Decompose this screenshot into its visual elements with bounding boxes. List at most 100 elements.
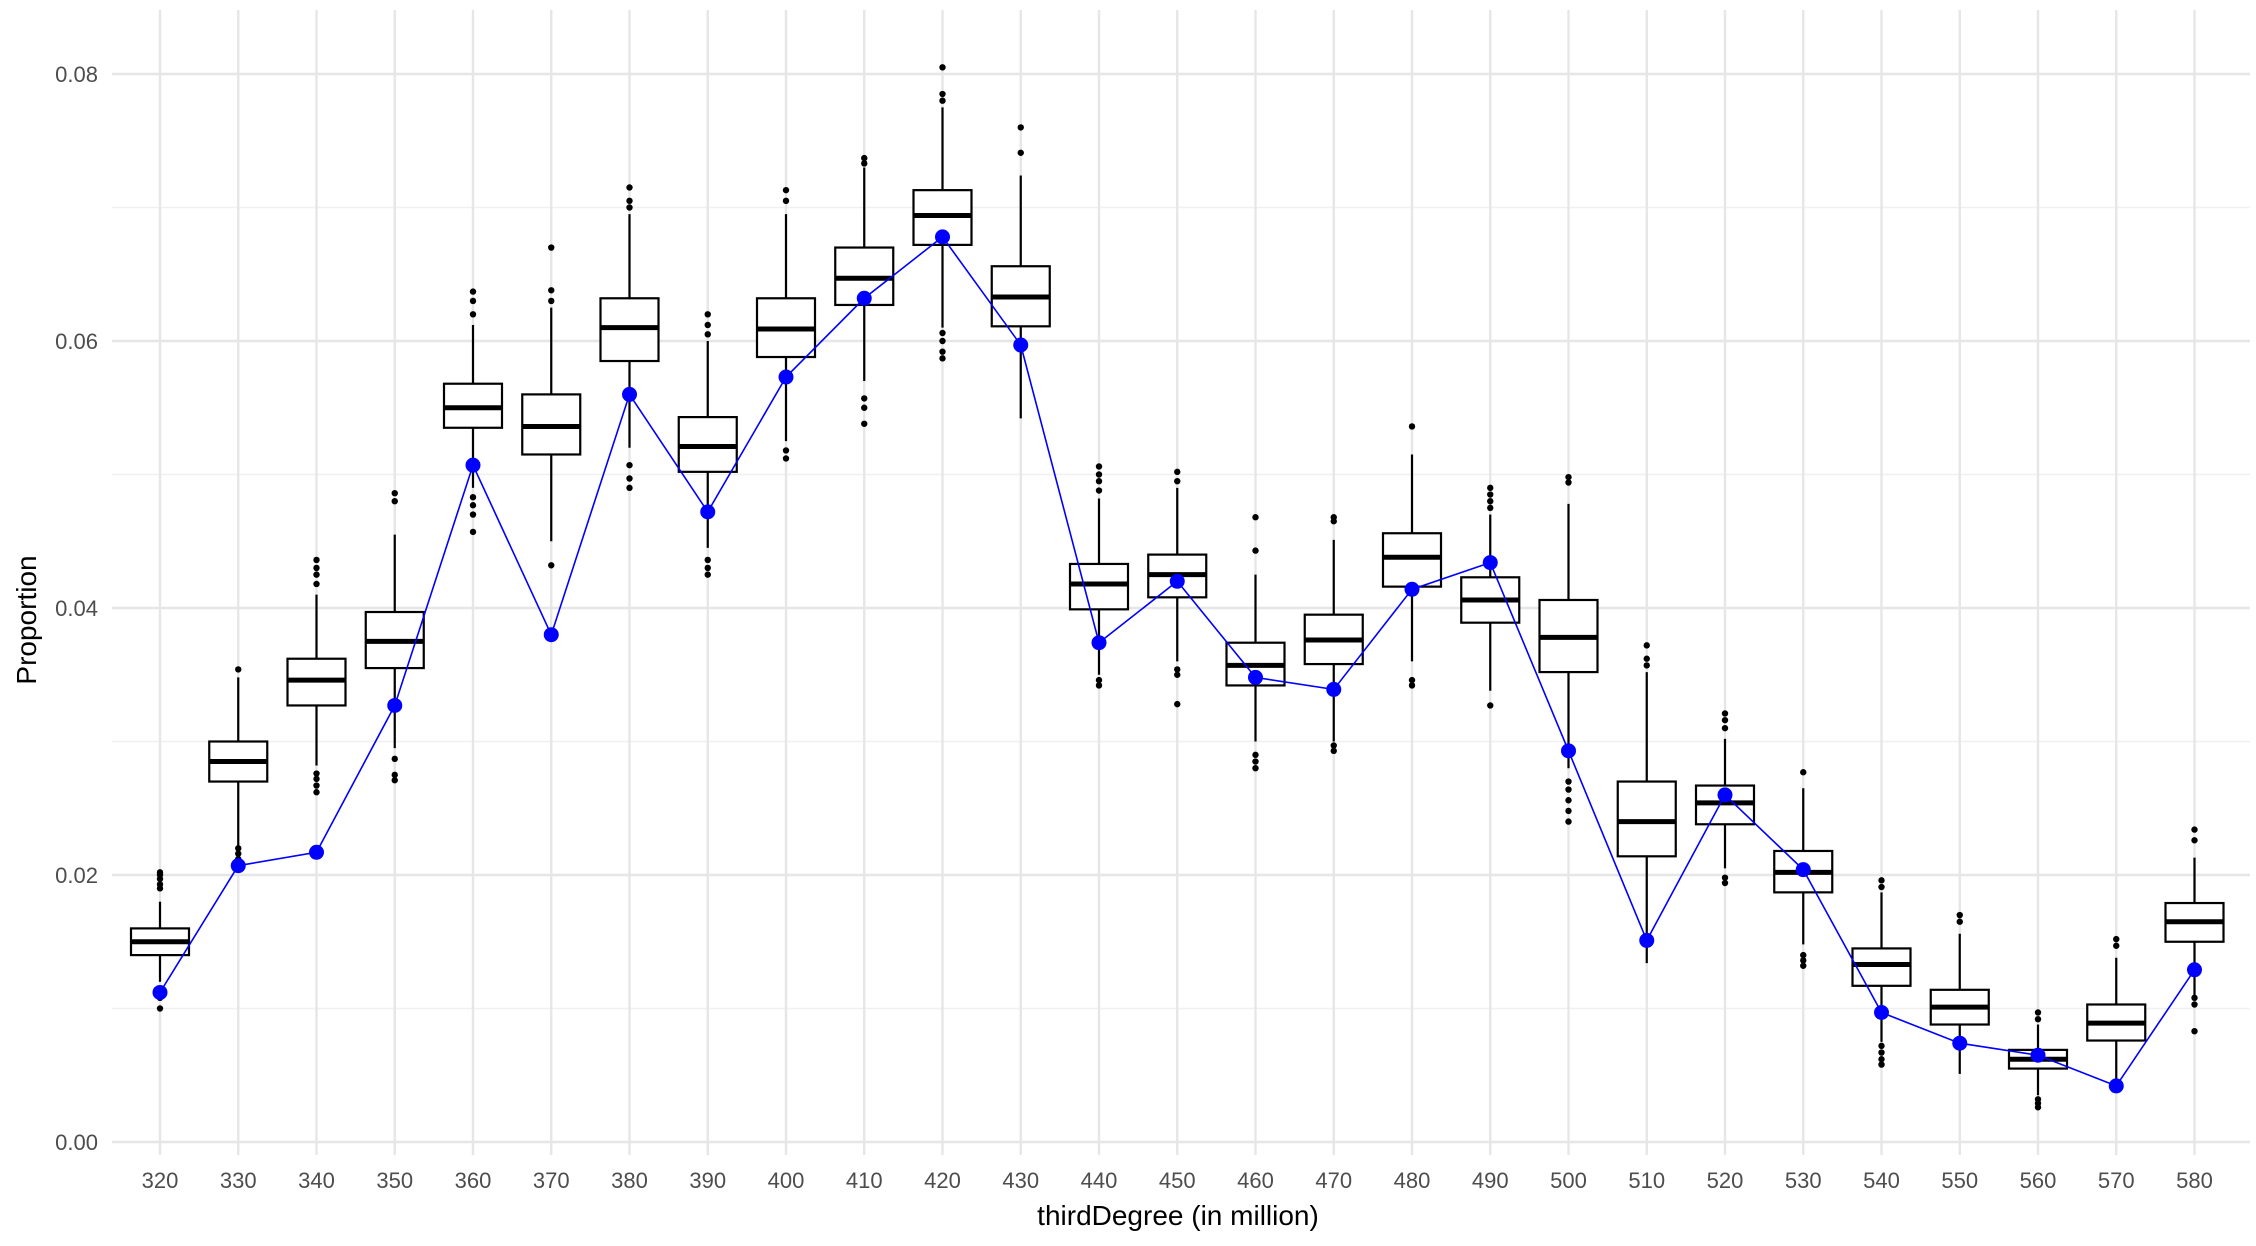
outlier-point <box>1956 911 1963 919</box>
x-tick-label: 370 <box>533 1168 570 1193</box>
outlier-point <box>1017 124 1024 131</box>
outlier-point <box>1017 149 1024 156</box>
box-530 <box>1773 769 1834 969</box>
x-tick-label: 410 <box>846 1168 883 1193</box>
outlier-point <box>704 556 711 564</box>
x-tick-label: 360 <box>455 1168 492 1193</box>
outlier-point <box>1408 682 1416 689</box>
outlier-point <box>1565 786 1572 793</box>
x-tick-label: 460 <box>1237 1168 1274 1193</box>
box-490 <box>1460 484 1521 709</box>
box-330 <box>208 666 269 863</box>
x-tick-label: 450 <box>1159 1168 1196 1193</box>
outlier-point <box>861 154 868 162</box>
outlier-point <box>1878 1061 1885 1068</box>
observed-point-420 <box>935 229 950 245</box>
outlier-point <box>2191 837 2198 844</box>
outlier-point <box>1721 724 1729 732</box>
observed-point-400 <box>778 369 794 385</box>
x-tick-label: 540 <box>1863 1168 1900 1193</box>
outlier-point <box>626 484 633 492</box>
observed-point-560 <box>2030 1047 2046 1063</box>
outlier-point <box>1330 747 1337 755</box>
outlier-point <box>1095 676 1103 684</box>
y-tick-label: 0.06 <box>55 329 98 354</box>
outlier-point <box>469 311 477 318</box>
outlier-point <box>939 90 946 98</box>
outlier-point <box>1565 797 1572 804</box>
outlier-point <box>391 498 398 505</box>
outlier-point <box>1800 951 1807 959</box>
outlier-point <box>1800 957 1807 964</box>
observed-point-510 <box>1639 932 1655 948</box>
outlier-point <box>704 331 711 338</box>
box-540 <box>1851 877 1912 1068</box>
outlier-point <box>1721 879 1729 887</box>
outlier-point <box>2113 942 2120 949</box>
boxplots <box>129 64 2225 1111</box>
outlier-point <box>313 564 320 572</box>
box-450 <box>1147 468 1208 708</box>
box-510 <box>1616 642 1677 964</box>
outlier-point <box>2034 1009 2042 1016</box>
x-tick-label: 440 <box>1081 1168 1118 1193</box>
box-460 <box>1225 514 1286 772</box>
outlier-point <box>782 455 790 462</box>
outlier-point <box>391 771 398 779</box>
outlier-point <box>939 348 946 355</box>
outlier-point <box>939 337 946 345</box>
outlier-point <box>469 528 477 536</box>
outlier-point <box>469 493 477 501</box>
outlier-point <box>626 475 633 482</box>
outlier-point <box>1878 883 1885 891</box>
box-350 <box>364 489 425 784</box>
observed-point-550 <box>1952 1035 1968 1051</box>
outlier-point <box>156 881 164 888</box>
x-tick-label: 550 <box>1941 1168 1978 1193</box>
outlier-point <box>626 184 633 191</box>
x-tick-label: 510 <box>1628 1168 1665 1193</box>
x-tick-label: 350 <box>376 1168 413 1193</box>
outlier-point <box>1721 710 1729 717</box>
outlier-point <box>704 311 711 318</box>
x-tick-label: 320 <box>142 1168 179 1193</box>
outlier-point <box>939 329 946 337</box>
outlier-point <box>1565 473 1572 481</box>
observed-point-540 <box>1874 1005 1889 1021</box>
observed-point-440 <box>1091 635 1107 651</box>
y-tick-label: 0.08 <box>55 62 98 87</box>
outlier-point <box>626 204 633 211</box>
outlier-point <box>861 404 868 411</box>
outlier-point <box>861 395 868 402</box>
outlier-point <box>1487 504 1494 512</box>
box-iqr <box>1381 532 1443 588</box>
x-tick-label: 480 <box>1394 1168 1431 1193</box>
outlier-point <box>704 564 711 572</box>
outlier-point <box>1252 765 1259 772</box>
outlier-point <box>1878 1056 1885 1063</box>
outlier-point <box>391 755 398 763</box>
y-tick-label: 0.00 <box>55 1130 98 1155</box>
x-tick-label: 570 <box>2098 1168 2135 1193</box>
x-tick-label: 520 <box>1707 1168 1744 1193</box>
box-580 <box>2164 826 2225 1035</box>
observed-point-500 <box>1561 743 1576 759</box>
y-axis-title: Proportion <box>11 555 42 684</box>
outlier-point <box>1487 491 1494 498</box>
outlier-point <box>1487 702 1494 709</box>
outlier-point <box>1408 423 1416 430</box>
observed-point-530 <box>1795 862 1811 878</box>
x-tick-label: 340 <box>298 1168 335 1193</box>
box-390 <box>677 311 738 578</box>
observed-point-370 <box>543 627 559 643</box>
box-380 <box>599 184 660 492</box>
outlier-point <box>548 562 555 569</box>
x-axis-title: thirdDegree (in million) <box>1037 1200 1319 1231</box>
outlier-point <box>313 580 320 588</box>
x-axis-ticks: 320 330 340 350 360 370 380 390 400 410 420 430 440 4… <box>142 1168 2213 1193</box>
observed-point-480 <box>1404 581 1420 597</box>
outlier-point <box>939 97 946 104</box>
y-tick-label: 0.04 <box>55 596 98 621</box>
outlier-point <box>1252 751 1259 759</box>
outlier-point <box>1174 468 1181 476</box>
